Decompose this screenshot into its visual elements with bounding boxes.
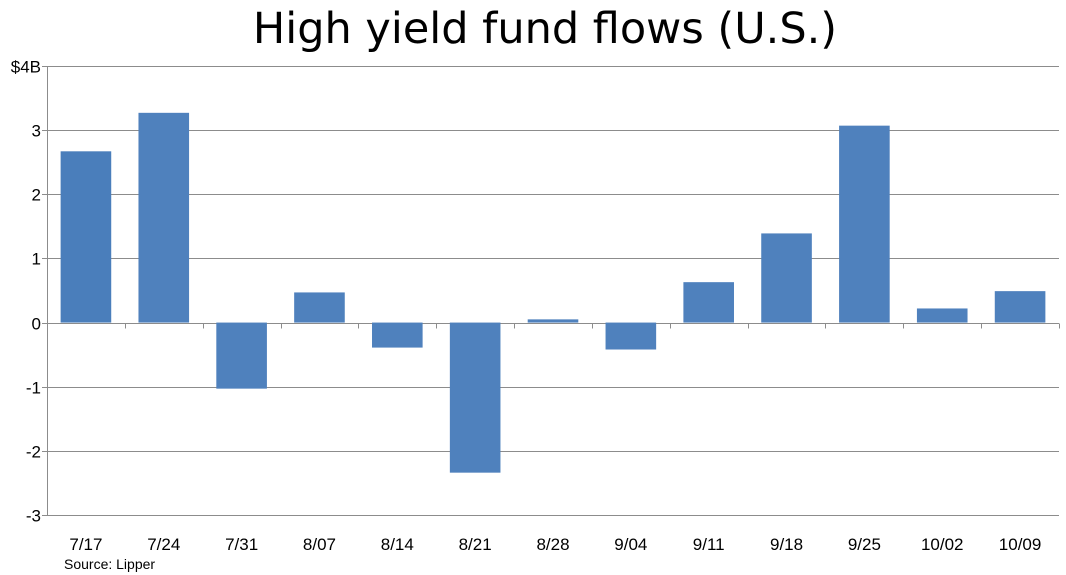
gridlines — [47, 66, 1059, 516]
y-tick-labels: $4B 3 2 1 0 -1 -2 -3 — [11, 58, 41, 526]
bar-8-14 — [372, 322, 423, 348]
x-tick-label: 8/28 — [536, 535, 569, 554]
x-tick-label: 10/09 — [999, 535, 1042, 554]
y-tick-label: $4B — [11, 58, 41, 77]
bar-7-31 — [216, 322, 267, 389]
x-tick-label: 8/21 — [459, 535, 492, 554]
y-tick-label: -3 — [26, 507, 41, 526]
x-tick-label: 7/24 — [147, 535, 180, 554]
y-tick-label: 3 — [32, 122, 41, 141]
bar-9-25 — [839, 125, 890, 323]
bar-8-07 — [294, 292, 345, 323]
x-tick-label: 8/14 — [381, 535, 414, 554]
bar-7-17 — [60, 151, 112, 323]
bar-10-09 — [994, 291, 1046, 323]
bar-9-04 — [605, 322, 657, 350]
x-tick-label: 9/25 — [848, 535, 881, 554]
chart-title: High yield fund flows (U.S.) — [252, 4, 838, 54]
x-tick-label: 9/18 — [770, 535, 803, 554]
x-tick-label: 10/02 — [921, 535, 964, 554]
x-tick-label: 9/04 — [614, 535, 647, 554]
x-tick-label: 9/11 — [693, 535, 725, 554]
x-tick-label: 8/07 — [303, 535, 336, 554]
y-tick-label: 2 — [32, 186, 41, 205]
y-tick-label: 1 — [32, 250, 41, 269]
source-note: Source: Lipper — [64, 556, 156, 572]
bar-10-02 — [916, 308, 968, 323]
y-tick-label: 0 — [32, 315, 41, 334]
bar-8-21 — [449, 322, 501, 473]
y-tick-label: -1 — [26, 379, 41, 398]
bar-7-24 — [138, 112, 190, 323]
x-tick-labels: 7/17 7/24 7/31 8/07 8/14 8/21 8/28 9/04 9/11 9/18… — [69, 535, 1041, 554]
x-tick-label: 7/17 — [69, 535, 102, 554]
axes — [42, 66, 1060, 516]
y-tick-label: -2 — [26, 443, 41, 462]
bar-9-11 — [683, 282, 734, 323]
bar-8-28 — [527, 319, 579, 323]
bar-9-18 — [761, 233, 812, 323]
bars — [60, 112, 1046, 473]
x-tick-label: 7/31 — [225, 535, 258, 554]
